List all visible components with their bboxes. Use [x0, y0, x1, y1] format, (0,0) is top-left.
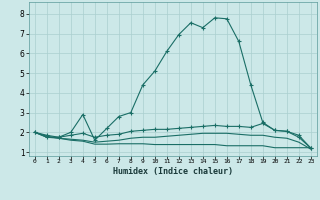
X-axis label: Humidex (Indice chaleur): Humidex (Indice chaleur): [113, 167, 233, 176]
